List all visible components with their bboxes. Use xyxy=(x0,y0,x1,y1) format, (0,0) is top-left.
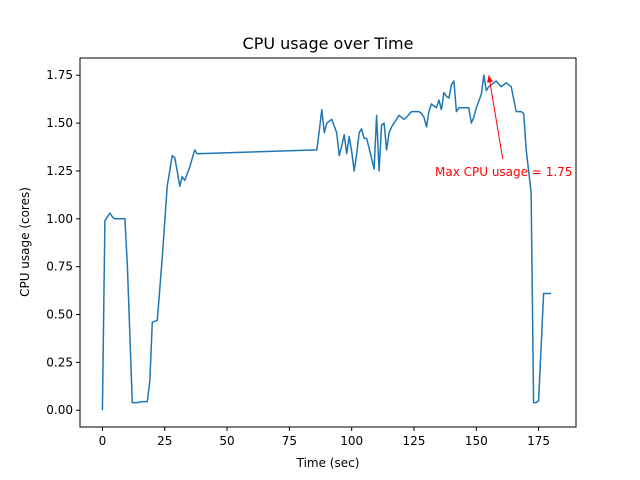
y-tick-label: 0.00 xyxy=(46,403,73,417)
x-tick-label: 0 xyxy=(99,434,107,448)
annotation-arrow xyxy=(488,75,504,160)
max-usage-annotation: Max CPU usage = 1.75 xyxy=(435,165,572,179)
y-tick-label: 1.00 xyxy=(46,212,73,226)
cpu-usage-line xyxy=(101,74,552,411)
x-tick-label: 175 xyxy=(527,434,550,448)
x-tick-label: 50 xyxy=(219,434,234,448)
x-tick-label: 125 xyxy=(403,434,426,448)
y-tick-label: 0.75 xyxy=(46,260,73,274)
y-tick-label: 1.75 xyxy=(46,68,73,82)
y-axis-label: CPU usage (cores) xyxy=(18,187,32,297)
chart-title: CPU usage over Time xyxy=(243,34,414,53)
y-tick-label: 0.25 xyxy=(46,355,73,369)
x-tick-label: 25 xyxy=(157,434,172,448)
plot-frame xyxy=(79,57,577,428)
x-tick-label: 100 xyxy=(340,434,363,448)
x-tick-label: 75 xyxy=(282,434,297,448)
y-tick-label: 1.50 xyxy=(46,116,73,130)
x-axis-label: Time (sec) xyxy=(296,456,360,470)
y-tick-label: 0.50 xyxy=(46,308,73,322)
annotation-arrowhead xyxy=(487,75,493,83)
y-tick-label: 1.25 xyxy=(46,164,73,178)
x-tick-label: 150 xyxy=(465,434,488,448)
